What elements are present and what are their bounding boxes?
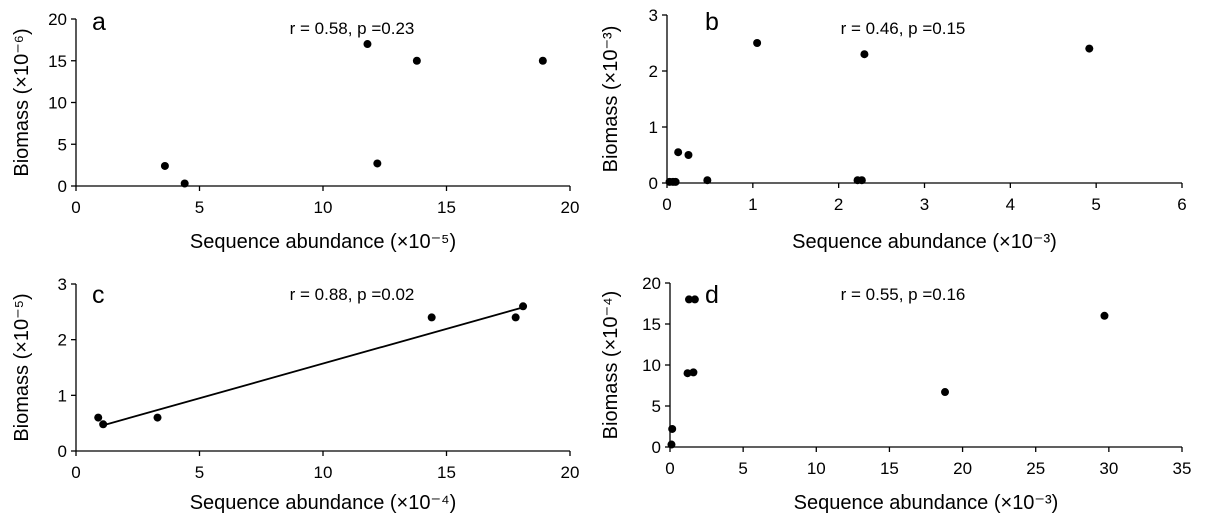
panel-a: 0 5 10 15 20 0 5 10 15 20 Sequence abundance (×10⁻…: [11, 8, 579, 253]
x-tick-label: 20: [561, 463, 580, 482]
panel-letter: c: [92, 281, 105, 309]
x-tick-label: 25: [1026, 459, 1045, 478]
y-tick-label: 3: [649, 6, 658, 25]
data-point: [690, 295, 699, 304]
panel-b: 0 1 2 3 4 5 6 0 1 2 3 Sequence abundance (×10⁻³) Bio…: [600, 6, 1187, 253]
data-point: [412, 56, 421, 65]
y-tick-label: 0: [649, 174, 658, 193]
y-tick-label: 0: [652, 438, 661, 457]
data-point: [674, 148, 683, 157]
data-point: [671, 177, 680, 186]
regression-line: [100, 306, 524, 427]
data-point: [519, 302, 528, 311]
y-axis-title: Biomass (×10⁻⁴): [600, 291, 622, 440]
data-point: [538, 56, 547, 65]
data-point: [153, 413, 162, 422]
data-point: [753, 39, 762, 47]
x-tick-label: 10: [807, 459, 826, 478]
data-point: [689, 368, 698, 377]
x-tick-label: 15: [437, 463, 456, 482]
stat-annotation: r = 0.88, p =0.02: [290, 285, 415, 304]
data-point: [427, 313, 436, 322]
stat-annotation: r = 0.58, p =0.23: [290, 19, 415, 38]
data-point: [684, 151, 693, 159]
x-axis-title: Sequence abundance (×10⁻³): [794, 492, 1059, 514]
y-tick-label: 3: [58, 275, 67, 294]
data-point: [941, 388, 950, 397]
x-tick-label: 0: [662, 195, 671, 214]
data-point: [683, 369, 692, 378]
panel-c: 0 5 10 15 20 0 1 2 3 Sequence abundance (×10⁻⁴) Bi…: [11, 275, 579, 514]
y-tick-label: 20: [48, 10, 67, 29]
y-tick-label: 15: [48, 52, 67, 71]
x-tick-label: 30: [1099, 459, 1118, 478]
x-tick-label: 20: [953, 459, 972, 478]
x-tick-label: 4: [1006, 195, 1015, 214]
data-point: [857, 176, 866, 185]
data-point: [668, 424, 677, 433]
data-point: [667, 440, 676, 449]
x-axis-title: Sequence abundance (×10⁻³): [792, 231, 1057, 253]
data-point: [94, 413, 103, 422]
y-tick-label: 5: [652, 397, 661, 416]
stat-annotation: r = 0.55, p =0.16: [841, 285, 966, 304]
y-tick-label: 10: [642, 356, 661, 375]
x-tick-label: 2: [834, 195, 843, 214]
x-tick-label: 10: [314, 198, 333, 217]
data-point: [703, 176, 712, 185]
x-tick-label: 0: [71, 463, 80, 482]
panel-letter: d: [705, 281, 719, 309]
x-tick-label: 15: [437, 198, 456, 217]
y-tick-label: 1: [649, 118, 658, 137]
panel-letter: a: [92, 8, 106, 36]
y-tick-label: 20: [642, 274, 661, 293]
y-tick-label: 2: [58, 331, 67, 350]
x-tick-label: 6: [1177, 195, 1186, 214]
data-point: [511, 313, 520, 322]
data-point: [160, 161, 169, 170]
x-tick-label: 5: [195, 198, 204, 217]
data-point: [363, 40, 372, 49]
y-tick-label: 0: [58, 177, 67, 196]
x-tick-label: 5: [195, 463, 204, 482]
x-tick-label: 15: [880, 459, 899, 478]
data-point: [860, 50, 869, 59]
stat-annotation: r = 0.46, p =0.15: [841, 19, 966, 38]
panel-letter: b: [705, 8, 719, 36]
y-tick-label: 15: [642, 315, 661, 334]
y-axis-title: Biomass (×10⁻³): [600, 26, 622, 173]
x-axis-title: Sequence abundance (×10⁻⁵): [190, 231, 456, 253]
x-tick-label: 5: [738, 459, 747, 478]
data-point: [99, 420, 108, 429]
y-axis-title: Biomass (×10⁻⁵): [11, 293, 33, 441]
data-point: [373, 159, 382, 168]
y-tick-label: 1: [58, 386, 67, 405]
data-point: [685, 295, 694, 304]
x-tick-label: 3: [920, 195, 929, 214]
data-point: [1100, 311, 1109, 320]
x-axis-title: Sequence abundance (×10⁻⁴): [190, 492, 457, 514]
y-tick-label: 0: [58, 442, 67, 461]
x-tick-label: 10: [314, 463, 333, 482]
y-axis-title: Biomass (×10⁻⁶): [11, 28, 33, 176]
x-tick-label: 0: [71, 198, 80, 217]
x-tick-label: 1: [748, 195, 757, 214]
data-point: [1085, 44, 1094, 53]
y-tick-label: 2: [649, 62, 658, 81]
x-tick-label: 0: [665, 459, 674, 478]
y-tick-label: 5: [58, 135, 67, 154]
data-point: [180, 179, 189, 188]
panel-d: 0 5 10 15 20 25 30 35 0 5 10 15 20 Sequence abundance…: [600, 274, 1191, 514]
y-tick-label: 10: [48, 94, 67, 113]
x-tick-label: 20: [561, 198, 580, 217]
x-tick-label: 5: [1091, 195, 1100, 214]
x-tick-label: 35: [1173, 459, 1192, 478]
